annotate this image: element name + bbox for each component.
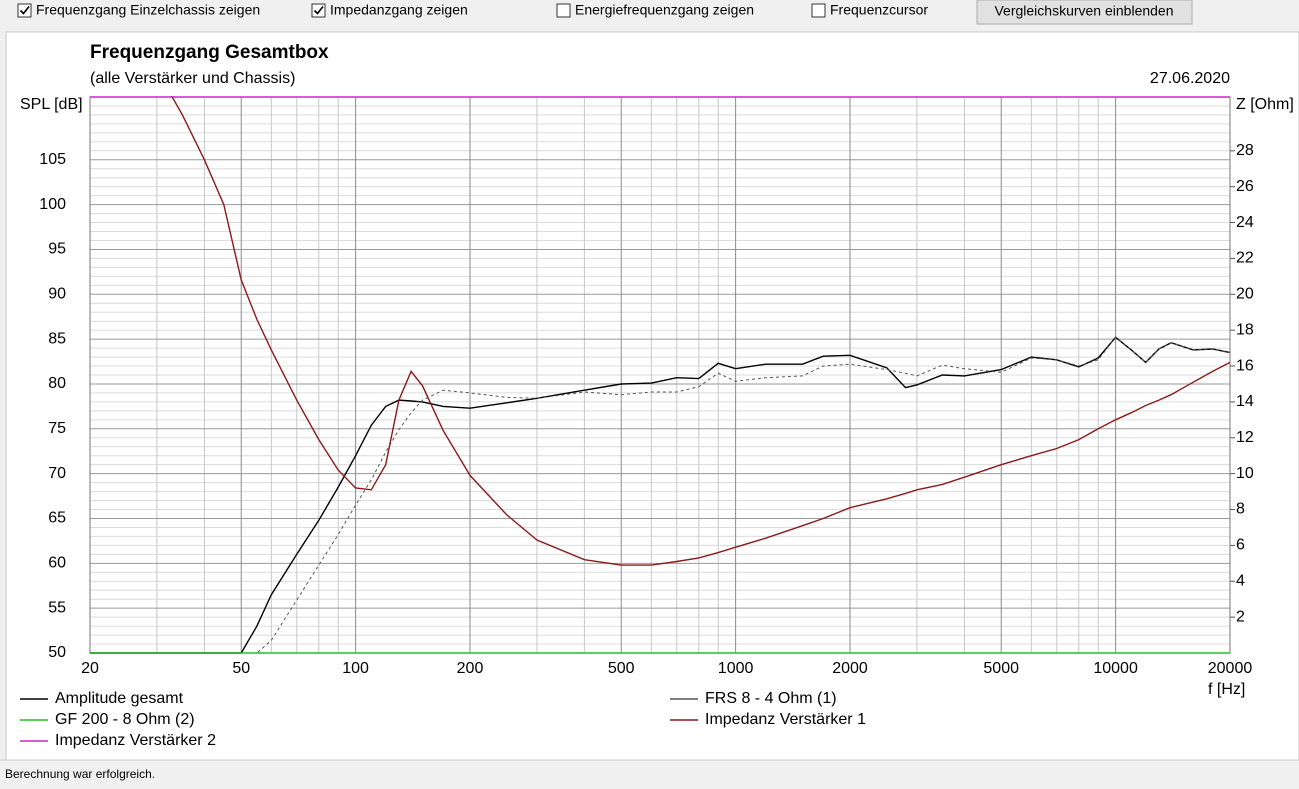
y-tick-label: 55 (48, 599, 66, 616)
series-line (170, 96, 1231, 566)
y-tick-label: 100 (39, 196, 66, 213)
y-tick-label: 85 (48, 330, 66, 347)
y-tick-label: 105 (39, 151, 66, 168)
series-line (90, 336, 1231, 654)
legend-label: GF 200 - 8 Ohm (2) (55, 711, 195, 728)
y-tick-label: 60 (48, 555, 66, 572)
x-tick-label: 20 (81, 660, 99, 677)
chart-subtitle: (alle Verstärker und Chassis) (90, 70, 295, 87)
y-axis-label: SPL [dB] (20, 96, 83, 113)
checkbox-label[interactable]: Frequenzgang Einzelchassis zeigen (36, 2, 260, 18)
plot-lines (90, 96, 1231, 654)
y2-tick-label: 20 (1236, 286, 1254, 303)
y2-tick-label: 28 (1236, 142, 1254, 159)
legend-label: Amplitude gesamt (55, 690, 184, 707)
y-tick-label: 90 (48, 286, 66, 303)
legend-label: Impedanz Verstärker 1 (705, 711, 866, 728)
checkbox-label[interactable]: Energiefrequenzgang zeigen (575, 2, 754, 18)
checkbox[interactable] (311, 3, 326, 18)
y2-tick-label: 24 (1236, 214, 1254, 231)
x-tick-label: 50 (232, 660, 250, 677)
checkmark (19, 6, 30, 15)
checkbox-label[interactable]: Frequenzcursor (830, 2, 928, 18)
x-tick-label: 200 (457, 660, 484, 677)
y-tick-label: 65 (48, 510, 66, 527)
series-line (90, 336, 1231, 654)
x-axis-label: f [Hz] (1208, 681, 1245, 698)
y-tick-label: 75 (48, 420, 66, 437)
x-tick-label: 100 (342, 660, 369, 677)
y2-tick-label: 22 (1236, 250, 1254, 267)
y-tick-label: 70 (48, 465, 66, 482)
y2-tick-label: 12 (1236, 429, 1254, 446)
y-tick-label: 80 (48, 375, 66, 392)
chart-date: 27.06.2020 (1150, 70, 1230, 87)
checkbox[interactable] (811, 3, 826, 18)
x-tick-label: 5000 (983, 660, 1019, 677)
status-text: Berechnung war erfolgreich. (5, 767, 155, 781)
compare-button-label[interactable]: Vergleichskurven einblenden (994, 3, 1173, 19)
legend-label: Impedanz Verstärker 2 (55, 732, 216, 749)
x-tick-label: 2000 (832, 660, 868, 677)
compare-button[interactable] (976, 0, 1193, 25)
y-tick-label: 50 (48, 644, 66, 661)
y2-tick-label: 14 (1236, 393, 1254, 410)
y-tick-label: 95 (48, 241, 66, 258)
y2-tick-label: 6 (1236, 537, 1245, 554)
x-tick-label: 500 (608, 660, 635, 677)
y2-tick-label: 16 (1236, 357, 1254, 374)
chart-panel (5, 31, 1299, 761)
checkmark (313, 6, 324, 15)
y2-tick-label: 8 (1236, 501, 1245, 518)
legend-label: FRS 8 - 4 Ohm (1) (705, 690, 837, 707)
x-tick-label: 1000 (718, 660, 754, 677)
y2-tick-label: 10 (1236, 465, 1254, 482)
checkbox[interactable] (556, 3, 571, 18)
y2-tick-label: 4 (1236, 572, 1245, 589)
y2-tick-label: 2 (1236, 608, 1245, 625)
y2-tick-label: 18 (1236, 321, 1254, 338)
checkbox[interactable] (17, 3, 32, 18)
y2-axis-label: Z [Ohm] (1236, 96, 1294, 113)
chart-title: Frequenzgang Gesamtbox (90, 42, 329, 63)
x-tick-label: 20000 (1208, 660, 1253, 677)
checkbox-label[interactable]: Impedanzgang zeigen (330, 2, 468, 18)
y2-tick-label: 26 (1236, 178, 1254, 195)
x-tick-label: 10000 (1093, 660, 1138, 677)
